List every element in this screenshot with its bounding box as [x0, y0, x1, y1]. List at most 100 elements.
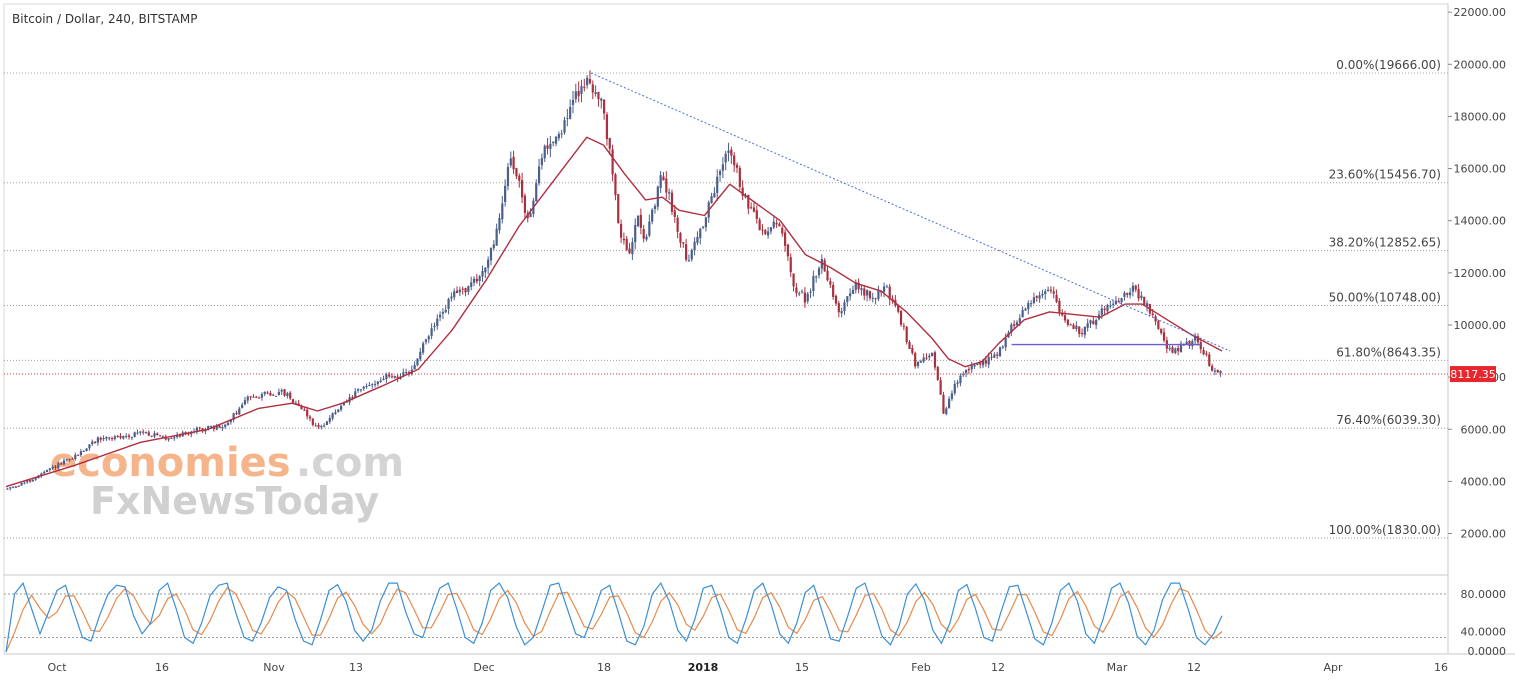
candle-body: [274, 395, 278, 397]
candle-body: [792, 273, 795, 287]
candle-body: [110, 438, 114, 440]
candle-body: [1177, 347, 1180, 352]
candle-body: [283, 389, 286, 396]
candle-body: [405, 372, 408, 374]
candle-body: [1052, 291, 1055, 294]
candle-body: [605, 114, 609, 140]
time-tick-label: Feb: [911, 661, 930, 674]
candle-body: [156, 433, 159, 436]
candle-body: [998, 347, 1002, 357]
candle-body: [540, 158, 543, 166]
candle-body: [600, 98, 603, 101]
candle-body: [976, 362, 979, 366]
candle-body: [1083, 326, 1086, 335]
candle-body: [328, 418, 331, 422]
candle-body: [970, 365, 973, 370]
candle-body: [1106, 305, 1109, 312]
watermark-dotcom: .com: [296, 440, 404, 486]
candle-body: [614, 174, 617, 196]
candle-body: [447, 298, 450, 309]
candle-body: [628, 248, 631, 254]
candle-body: [362, 386, 365, 389]
candle-body: [979, 361, 982, 365]
moving-average-line: [5, 136, 1223, 488]
candle-body: [1024, 308, 1027, 311]
candle-body: [642, 228, 645, 239]
candle-body: [996, 354, 999, 356]
candle-body: [238, 408, 241, 415]
candle-body: [444, 309, 447, 313]
candle-body: [303, 409, 306, 411]
candle-body: [710, 196, 713, 204]
candle-body: [803, 292, 806, 303]
candle-body: [1140, 295, 1143, 299]
candle-body: [340, 405, 343, 410]
candle-body: [871, 297, 874, 299]
candle-body: [263, 391, 266, 394]
candle-body: [1021, 309, 1024, 318]
candle-body: [622, 238, 625, 241]
candle-body: [455, 290, 459, 293]
candle-body: [441, 312, 445, 314]
candle-body: [1194, 335, 1197, 341]
candle-body: [325, 421, 329, 426]
time-tick-label: Dec: [473, 661, 494, 674]
candle-body: [1055, 294, 1058, 302]
fib-level-label: 50.00%(10748.00): [1329, 290, 1441, 304]
candle-body: [416, 358, 419, 366]
candle-body: [147, 432, 150, 436]
fib-level-label: 76.40%(6039.30): [1336, 413, 1441, 427]
candle-body: [31, 479, 34, 482]
candle-body: [478, 276, 481, 282]
trend-line[interactable]: [590, 72, 1231, 352]
candle-body: [20, 483, 23, 486]
fib-level-label: 38.20%(12852.65): [1329, 236, 1441, 250]
candle-body: [1131, 285, 1135, 292]
candle-body: [430, 328, 433, 337]
candle-body: [1143, 296, 1146, 306]
candle-body: [170, 437, 173, 439]
candle-body: [260, 394, 264, 398]
candle-body: [314, 425, 317, 427]
candle-body: [897, 305, 900, 312]
price-tick-label: 22000.00: [1454, 6, 1507, 19]
candle-body: [99, 437, 102, 440]
candle-body: [899, 310, 903, 325]
candle-body: [376, 381, 379, 384]
candle-body: [153, 433, 156, 437]
candle-body: [829, 281, 832, 285]
price-tick-label: 2000.00: [1461, 528, 1507, 541]
candle-body: [1202, 349, 1205, 355]
time-axis[interactable]: Oct 16 Nov 13 Dec 18 2018 15 Feb 12 Mar 12 Apr 16: [47, 661, 1448, 674]
candle-body: [1196, 336, 1200, 343]
candle-body: [257, 397, 261, 399]
candle-body: [1216, 369, 1219, 373]
candle-body: [17, 485, 20, 487]
candle-body: [119, 435, 122, 438]
candle-body: [973, 364, 976, 367]
candle-body: [795, 287, 798, 294]
candle-body: [9, 487, 12, 489]
candle-body: [574, 91, 577, 100]
candle-body: [450, 296, 453, 299]
fib-level-label: 23.60%(15456.70): [1329, 168, 1441, 182]
candle-body: [229, 419, 232, 423]
price-tick-label: 20000.00: [1454, 58, 1507, 71]
candle-body: [967, 369, 971, 371]
candle-body: [905, 326, 908, 342]
candle-body: [919, 361, 922, 363]
candle-body: [122, 436, 125, 439]
watermark: economies .com FxNewsToday: [50, 440, 404, 523]
candle-body: [243, 400, 247, 405]
candle-body: [535, 183, 538, 202]
candle-body: [1010, 324, 1013, 333]
candle-body: [475, 278, 478, 282]
candle-body: [645, 236, 648, 240]
candle-body: [388, 374, 391, 377]
candle-body: [554, 136, 558, 144]
candle-body: [812, 276, 815, 292]
candle-body: [747, 194, 750, 209]
price-axis[interactable]: 22000.00 20000.00 18000.00 16000.00 14000.00…: [1448, 6, 1507, 541]
candle-body: [306, 409, 309, 417]
